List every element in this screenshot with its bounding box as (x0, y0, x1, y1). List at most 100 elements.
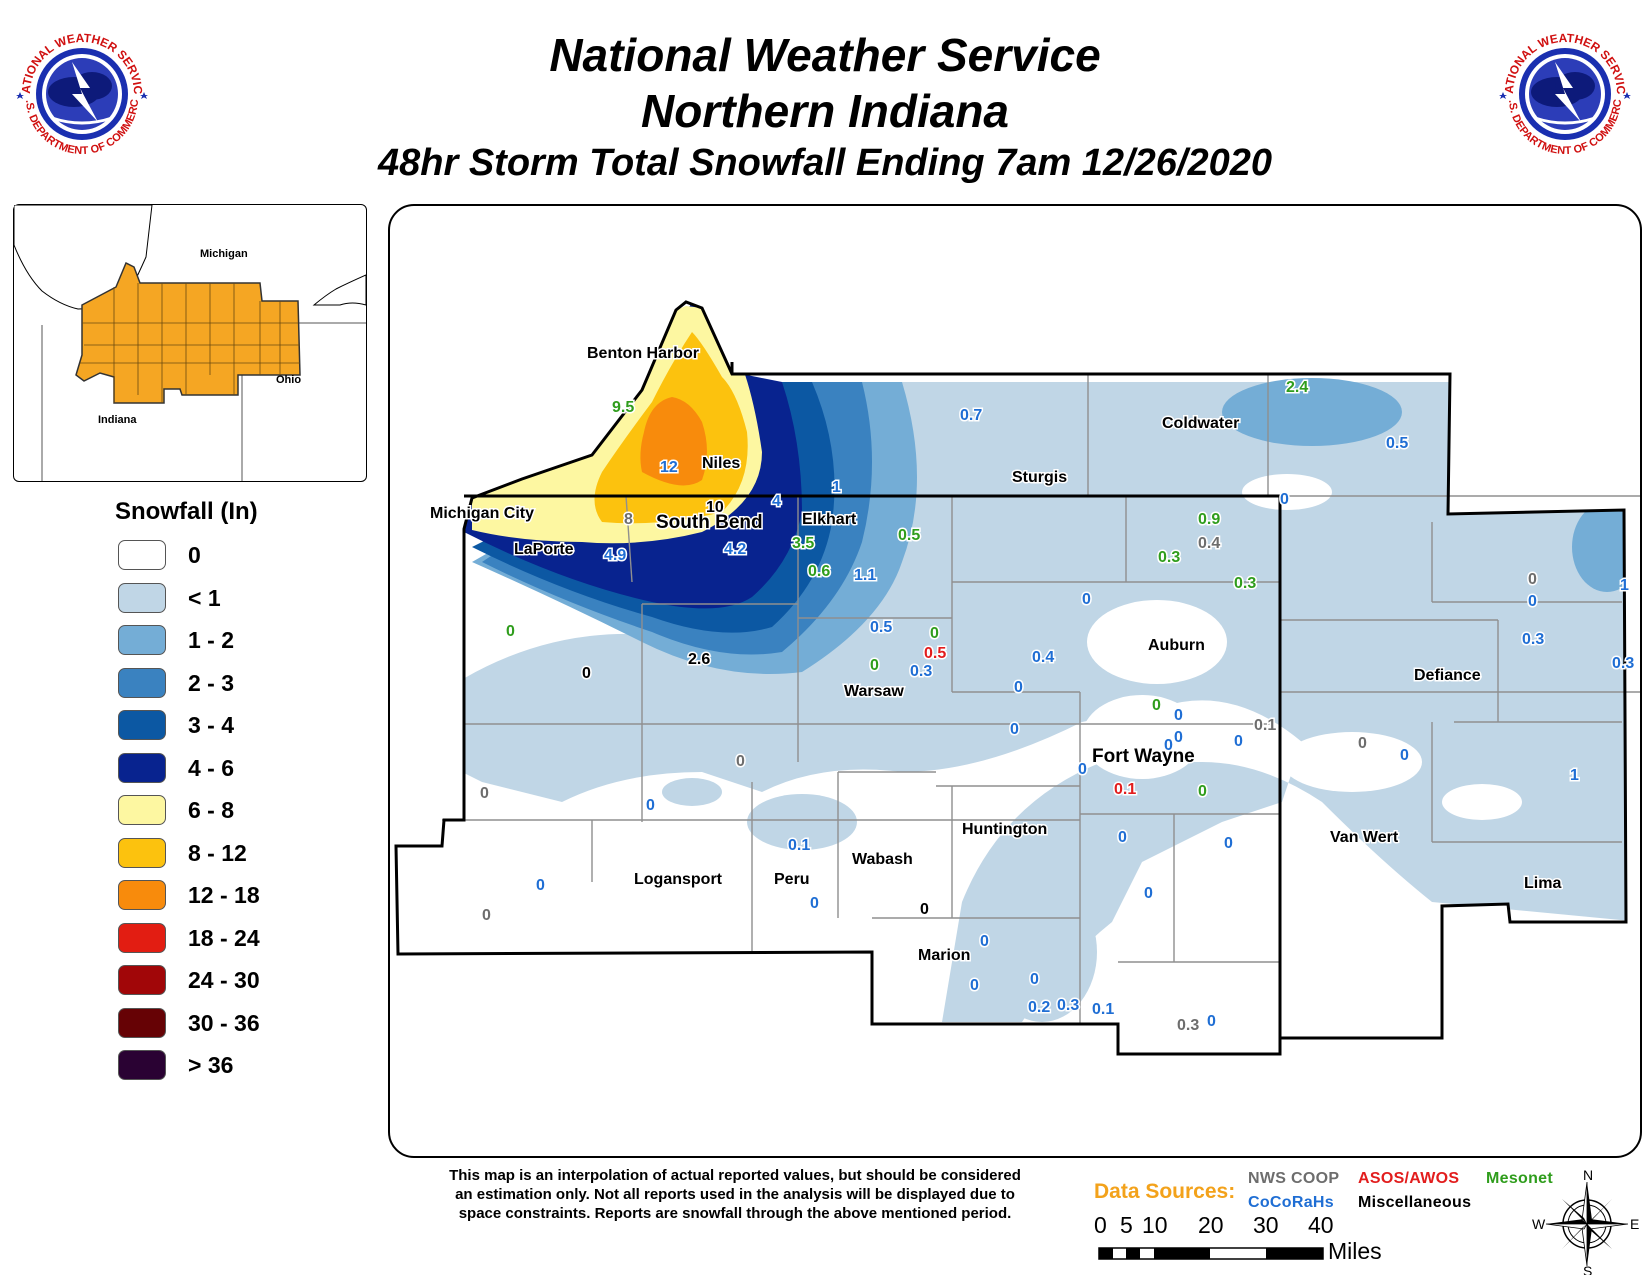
snowfall-report-label: 0.4 (1032, 649, 1054, 666)
snowfall-report-label: 0.2 (1028, 999, 1050, 1016)
city-label: Fort Wayne (1092, 746, 1195, 767)
city-label: Coldwater (1162, 415, 1239, 432)
city-label: Michigan City (430, 505, 534, 522)
snowfall-report-label: 4 (772, 493, 781, 510)
city-label: Warsaw (844, 683, 904, 700)
compass-n: N (1583, 1168, 1593, 1183)
snowfall-report-label: 0 (1198, 783, 1207, 800)
city-label: Elkhart (802, 511, 857, 528)
snowfall-report-label: 0.3 (1177, 1017, 1199, 1034)
snowfall-report-label: 8 (624, 511, 633, 528)
compass-s: S (1583, 1263, 1592, 1275)
nws-seal-icon: NATIONAL WEATHER SERVICE U.S. DEPARTMENT… (1495, 22, 1631, 160)
state-boundaries (394, 300, 1628, 1056)
snowfall-report-label: 0 (536, 877, 545, 894)
snowfall-report-label: 1.1 (854, 567, 876, 584)
snowfall-report-label: 0 (1164, 737, 1173, 754)
disclaimer-line: space constraints. Reports are snowfall … (458, 1205, 1012, 1222)
snowfall-report-label: 0 (1358, 735, 1367, 752)
city-label: South Bend (656, 512, 763, 533)
snowfall-report-label: 0 (1118, 829, 1127, 846)
legend-swatch (118, 965, 166, 995)
snowfall-report-label: 0 (1174, 729, 1183, 746)
snowfall-report-label: 0 (646, 797, 655, 814)
legend-title: Snowfall (In) (115, 498, 258, 525)
city-labels: Benton Harbor Niles Michigan City South Ben… (429, 344, 1563, 966)
page-title: National Weather Service (549, 29, 1101, 81)
source-nws-coop: NWS COOP (1248, 1170, 1340, 1187)
source-mesonet: Mesonet (1486, 1170, 1553, 1187)
snowfall-report-label: 0.1 (1092, 1001, 1114, 1018)
legend-swatch (118, 540, 166, 570)
snowfall-report-label: 0.3 (1057, 997, 1079, 1014)
city-label: Niles (702, 455, 740, 472)
legend-label: 3 - 4 (188, 712, 235, 738)
scale-tick-label: 10 (1142, 1212, 1168, 1238)
snowfall-report-label: 0 (736, 753, 745, 770)
data-sources-title: Data Sources: (1094, 1180, 1236, 1203)
city-label: Lima (1524, 875, 1561, 892)
legend-swatch (118, 795, 166, 825)
snowfall-report-label: 1 (832, 479, 841, 496)
snowfall-report-label: 12 (660, 459, 678, 476)
legend-label: < 1 (188, 584, 221, 611)
legend-label: 2 - 3 (188, 669, 235, 696)
compass-rose-icon: N S E W (1532, 1168, 1639, 1275)
snowfall-report-label: 9.5 (612, 399, 634, 416)
snowfall-report-label: 0 (1082, 591, 1091, 608)
legend-swatch (118, 1050, 166, 1080)
snowfall-report-label: 0 (1224, 835, 1233, 852)
legend-swatch (118, 582, 166, 613)
city-label: Auburn (1148, 637, 1205, 654)
snowfall-report-label: 0.9 (1198, 511, 1220, 528)
inset-label-ohio: Ohio (276, 374, 301, 386)
snowfall-report-label: 0 (1234, 733, 1243, 750)
legend-label: 6 - 8 (188, 797, 235, 823)
scale-bar-graphic (1098, 1247, 1324, 1260)
legend-swatch (118, 625, 166, 655)
scale-unit-label: Miles (1328, 1238, 1382, 1264)
snowfall-report-label: 10 (706, 499, 724, 516)
snowfall-report-label: 0 (1207, 1013, 1216, 1030)
map-subtitle: 48hr Storm Total Snowfall Ending 7am 12/… (378, 142, 1272, 184)
snowfall-report-label: 0 (1010, 721, 1019, 738)
legend-label: > 36 (188, 1052, 234, 1078)
legend-swatch (118, 880, 166, 910)
snowfall-report-label: 1 (1620, 577, 1629, 594)
compass-w: W (1532, 1216, 1546, 1232)
snowfall-report-label: 0 (1528, 593, 1537, 610)
snowfall-report-label: 0 (1280, 491, 1289, 508)
inset-label-indiana: Indiana (98, 414, 137, 426)
snowfall-report-label: 0.3 (1522, 631, 1544, 648)
snowfall-report-label: 0 (480, 785, 489, 802)
snowfall-map-graphic: Benton Harbor Niles Michigan City South Ben… (394, 300, 1642, 1056)
snowfall-report-label: 0 (920, 901, 929, 918)
snowfall-report-label: 0.5 (870, 619, 892, 636)
disclaimer-line: This map is an interpolation of actual r… (449, 1167, 1021, 1184)
city-label: Peru (774, 871, 810, 888)
snowfall-report-label: 0 (930, 625, 939, 642)
legend-label: 12 - 18 (188, 882, 260, 908)
snowfall-report-label: 0 (1078, 761, 1087, 778)
snowfall-report-label: 0.3 (1612, 655, 1634, 672)
snowfall-report-label: 0.3 (1234, 575, 1256, 592)
city-label: Marion (918, 947, 970, 964)
compass-e: E (1630, 1216, 1639, 1232)
snowfall-report-label: 0 (1400, 747, 1409, 764)
legend-label: 4 - 6 (188, 754, 235, 781)
snowfall-report-label: 0 (1014, 679, 1023, 696)
disclaimer: This map is an interpolation of actual r… (405, 1166, 1065, 1223)
snowfall-report-label: 2.4 (1286, 379, 1308, 396)
snowfall-report-label: 0 (482, 907, 491, 924)
snowfall-report-label: 0 (1152, 697, 1161, 714)
legend-swatch (118, 1007, 166, 1038)
snowfall-report-label: 0.5 (924, 645, 946, 662)
snowfall-report-label: 4.2 (724, 541, 746, 558)
city-label: Logansport (634, 871, 723, 888)
inset-label-michigan: Michigan (200, 248, 248, 260)
county-boundaries (442, 374, 1642, 1038)
snowfall-report-label: 0 (810, 895, 819, 912)
legend-label: 18 - 24 (188, 924, 260, 951)
snowfall-report-label: 4.9 (604, 547, 626, 564)
snowfall-report-label: 0.1 (788, 837, 810, 854)
